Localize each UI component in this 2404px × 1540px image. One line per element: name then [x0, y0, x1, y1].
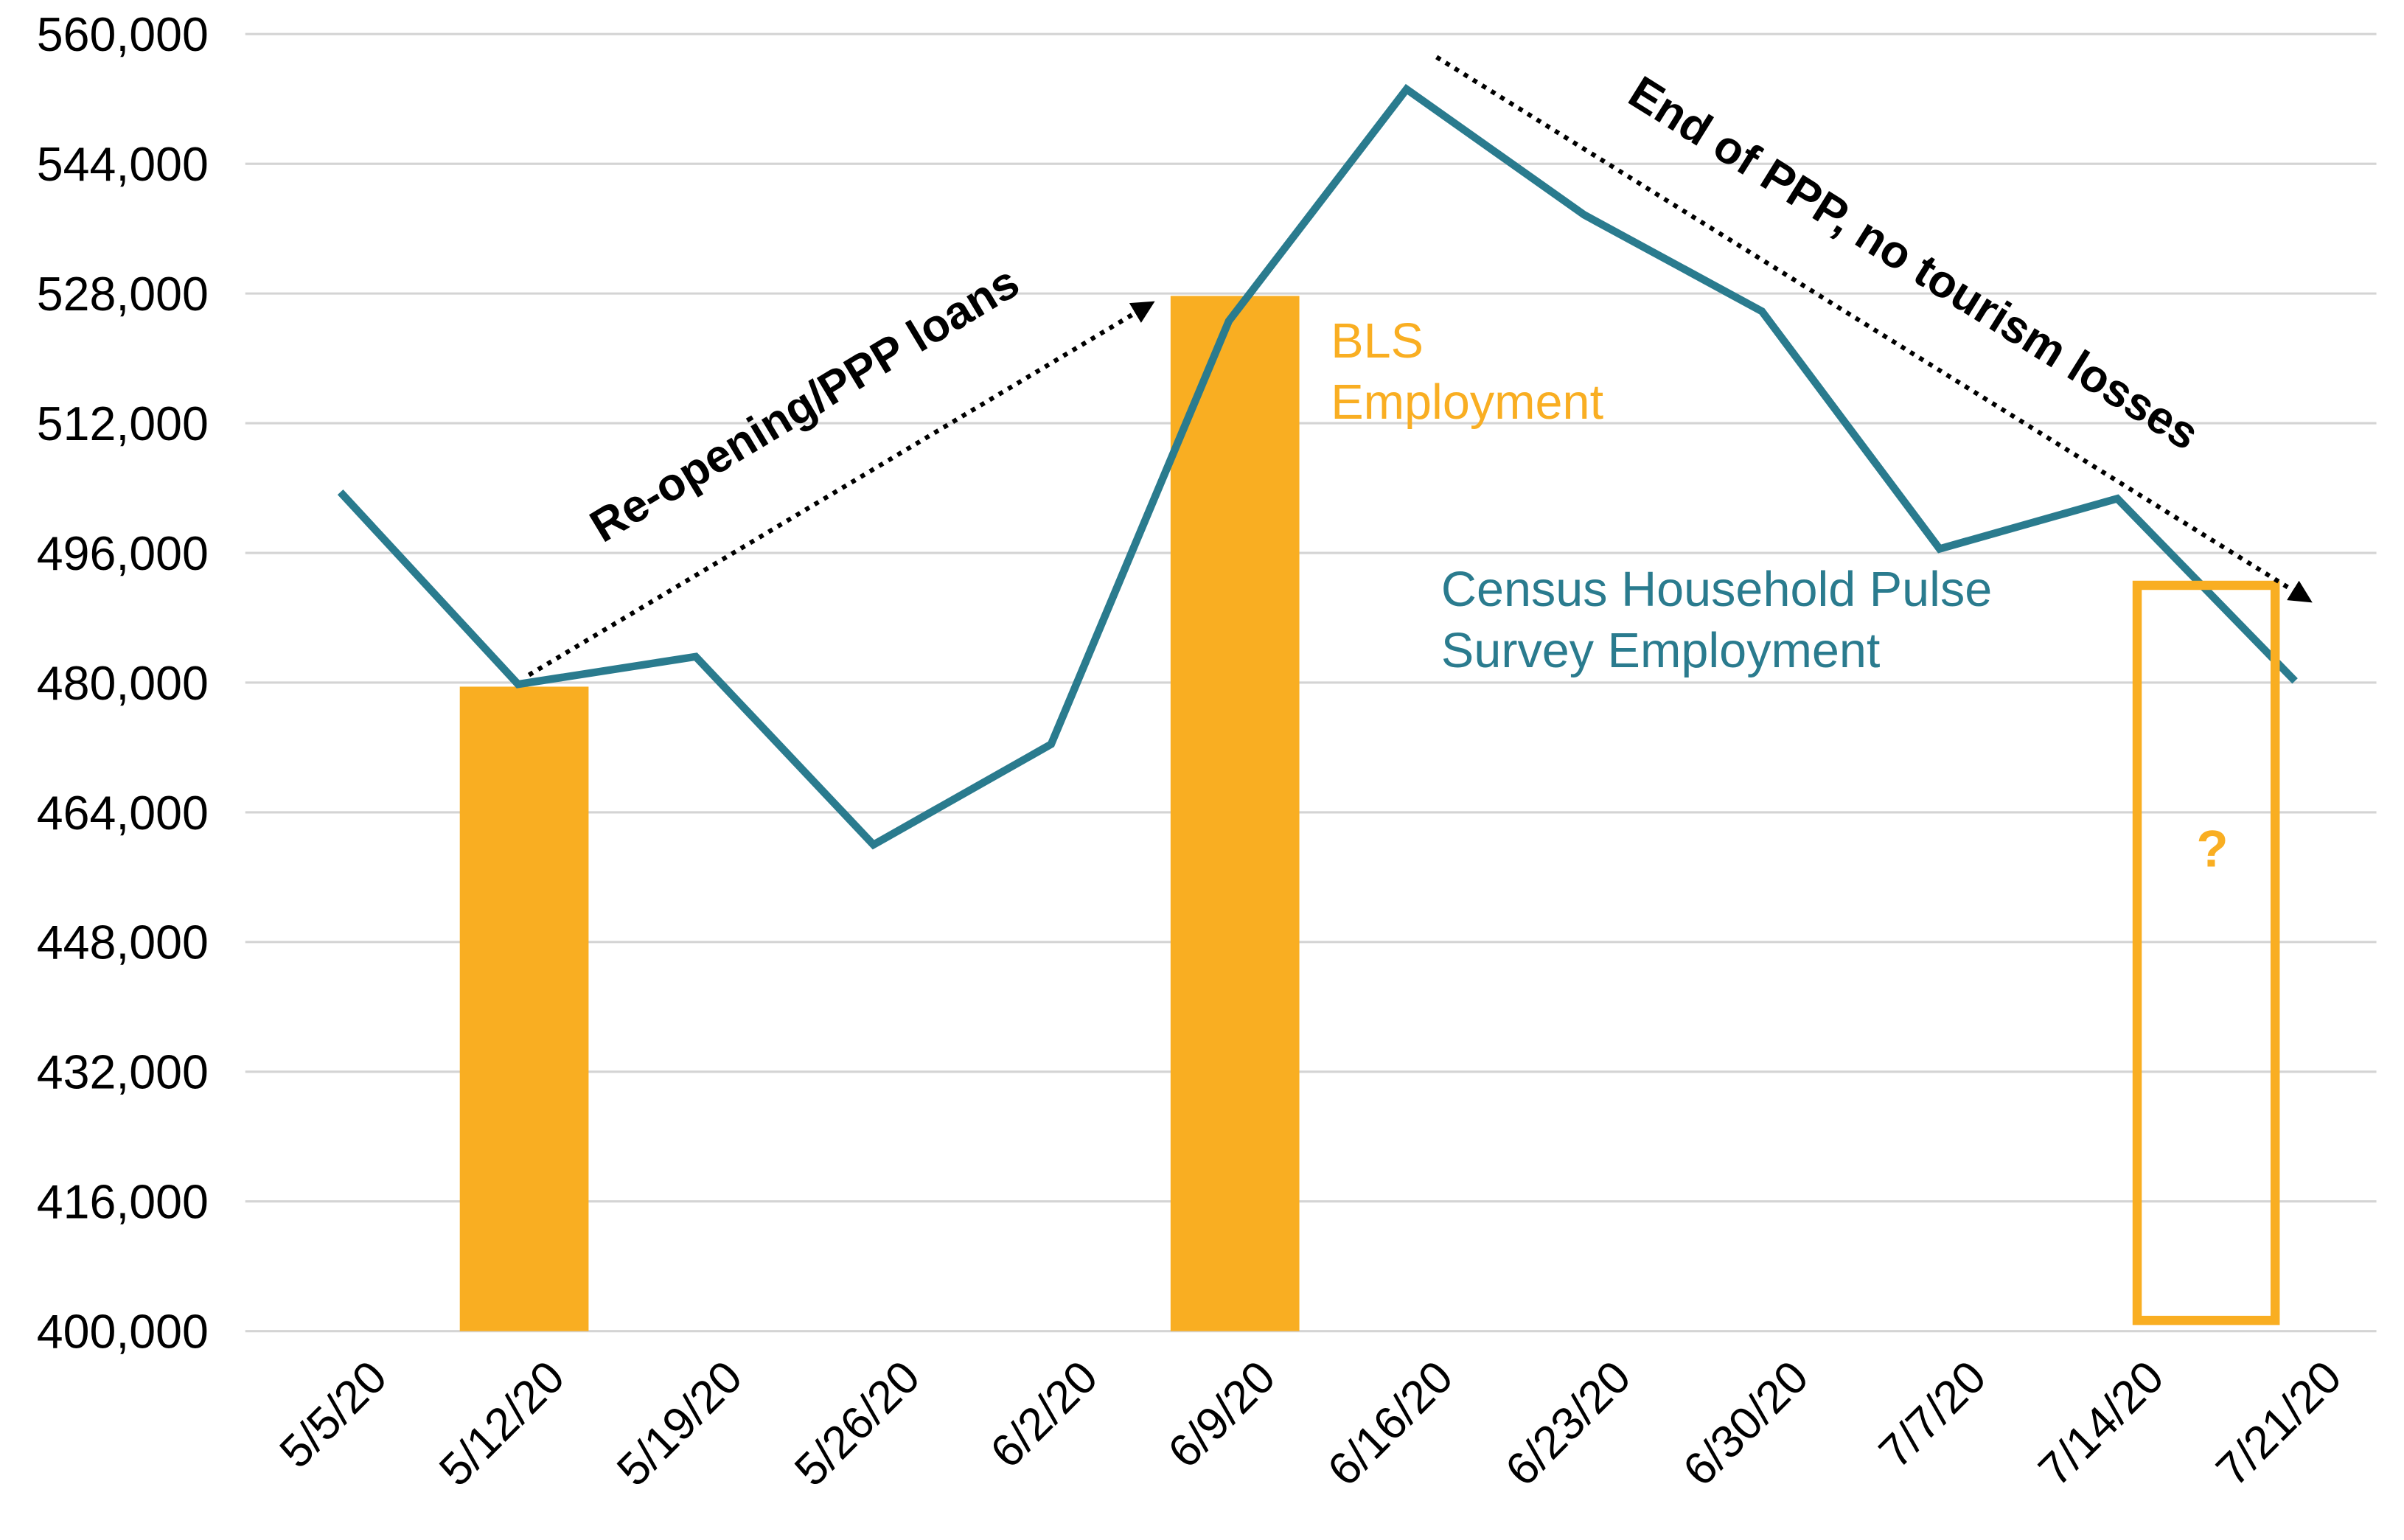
series-label: Census Household Pulse Survey Employment [1440, 561, 1993, 678]
y-tick-label: 400,000 [37, 1306, 209, 1359]
line [337, 83, 2298, 850]
annotation: End of PPP, no tourism losses [1620, 67, 2208, 461]
x-tick-label: 6/30/20 [1674, 1351, 1819, 1496]
x-tick-label: 5/26/20 [785, 1351, 930, 1496]
bar [459, 686, 589, 1331]
y-tick-label: 544,000 [37, 138, 209, 191]
x-tick-label: 6/23/20 [1496, 1351, 1640, 1496]
series-label-text: BLS Employment [1331, 313, 1604, 430]
x-tick-label: 6/9/20 [1159, 1351, 1285, 1477]
y-tick-label: 496,000 [37, 527, 209, 580]
y-tick-label: 528,000 [37, 268, 209, 321]
y-tick-label: 432,000 [37, 1046, 209, 1099]
pending-bar [2132, 580, 2280, 1325]
series-label: BLS Employment [1331, 313, 1604, 430]
y-tick-label: 512,000 [37, 397, 209, 450]
x-tick-label: 7/21/20 [2207, 1351, 2352, 1496]
y-tick-label: 480,000 [37, 657, 209, 710]
y-tick-label: 448,000 [37, 916, 209, 969]
x-tick-label: 6/16/20 [1318, 1351, 1463, 1496]
series-label-text: Census Household Pulse Survey Employment [1440, 561, 1993, 678]
x-tick-label: 5/19/20 [607, 1351, 752, 1496]
y-tick-label: 464,000 [37, 787, 209, 840]
y-tick-label: 416,000 [37, 1176, 209, 1229]
x-tick-label: 7/7/20 [1870, 1351, 1996, 1477]
x-tick-label: 5/12/20 [430, 1351, 574, 1496]
x-tick-label: 7/14/20 [2030, 1351, 2174, 1496]
y-tick-label: 560,000 [37, 8, 209, 61]
bar [1170, 296, 1300, 1331]
pending-label: ? [2196, 820, 2228, 878]
x-tick-label: 5/5/20 [271, 1351, 397, 1477]
arrow [527, 300, 1155, 677]
x-tick-label: 6/2/20 [981, 1351, 1107, 1477]
